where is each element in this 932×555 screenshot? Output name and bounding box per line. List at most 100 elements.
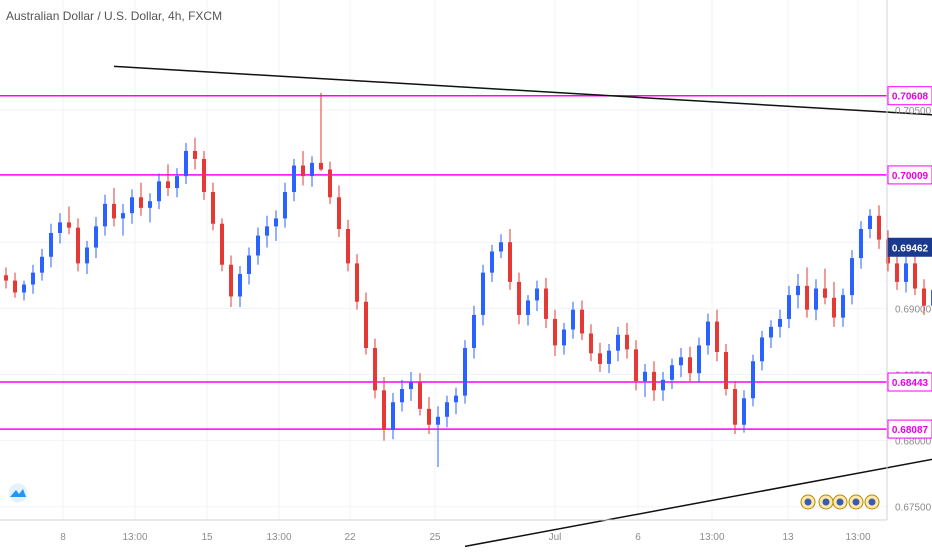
economic-event-icon[interactable] [864,494,880,510]
candle-body [814,288,818,310]
candle-body [274,218,278,227]
candle [868,209,872,239]
time-tick-label: Jul [549,532,562,543]
level-price-tag-box [887,86,932,106]
downtrend-line [113,65,932,116]
level-price-tag[interactable]: 0.70608 [887,86,932,106]
level-price-tag[interactable]: 0.70009 [887,165,932,185]
candle [634,340,638,391]
candle [652,361,656,401]
price-tick-label: 0.69000 [895,304,932,315]
candle-body [571,309,575,330]
candle-body [724,351,728,390]
candle-body [265,226,269,236]
candle [499,234,503,259]
candle [769,320,773,349]
candle [670,358,674,390]
candle [94,217,98,259]
candle [490,244,494,282]
candle [355,254,359,310]
candle [373,338,377,399]
candle-body [400,389,404,403]
economic-event-icon[interactable] [818,494,834,510]
level-price-tag-box [887,372,932,392]
level-price-tag-text: 0.68087 [892,425,929,436]
candle-body [616,334,620,351]
candle-body [535,288,539,301]
level-price-tag[interactable]: 0.68443 [887,372,932,392]
candle-body [256,235,260,256]
candle [157,173,161,210]
candle [58,213,62,244]
candle [841,288,845,327]
level-price-tag-text: 0.70608 [892,92,929,103]
candle-body [58,222,62,233]
time-tick-label: 13:00 [845,532,870,543]
candle [481,264,485,326]
candle [562,322,566,355]
candle-body [796,285,800,296]
candle-body [148,201,152,208]
candle-body [40,256,44,273]
candle [265,215,269,248]
candle [535,280,539,311]
candle [49,223,53,268]
candle [724,344,728,396]
time-tick-label: 15 [201,532,213,543]
candle [895,254,899,290]
candle [517,272,521,325]
economic-events-layer[interactable] [800,494,880,510]
candle [571,301,575,339]
current-price-tag[interactable]: 0.69462 [887,237,932,257]
candle [472,305,476,359]
candle-body [283,191,287,219]
candle-body [409,382,413,390]
candle [544,277,548,329]
economic-event-icon[interactable] [848,494,864,510]
candle [436,406,440,468]
tradingview-logo-icon[interactable] [6,483,30,503]
candle [409,371,413,401]
candle [598,342,602,372]
plot-background [0,0,887,520]
candle-body [211,191,215,224]
candle-body [715,321,719,352]
candle [76,218,80,272]
drawing-lines-layer [113,65,932,548]
economic-event-icon[interactable] [832,494,848,510]
candle-body [427,408,431,425]
candle [706,313,710,355]
candle [382,377,386,441]
candle [67,206,71,235]
candle [679,348,683,378]
candle-body [445,402,449,417]
candle-body [553,318,557,346]
candle [607,344,611,374]
event-flag-core [804,498,812,506]
candle-body [193,150,197,159]
candle-body [85,247,89,264]
candle-body [805,285,809,310]
level-price-tag[interactable]: 0.68087 [887,419,932,439]
candle [850,250,854,305]
candle [175,168,179,198]
candle-body [355,263,359,302]
candle-body [634,349,638,382]
candle-body [679,357,683,366]
candle-body [508,242,512,282]
candle-body [760,337,764,362]
time-tick-label: 13 [782,532,794,543]
candle-body [229,264,233,297]
candle [40,248,44,281]
candle-body [220,223,224,265]
candle [337,185,341,237]
economic-event-icon[interactable] [800,494,816,510]
candle [229,255,233,308]
candle-body [4,275,8,281]
candle-body [652,371,656,391]
candle-body [877,215,881,240]
candle [526,295,530,326]
candle [22,280,26,301]
